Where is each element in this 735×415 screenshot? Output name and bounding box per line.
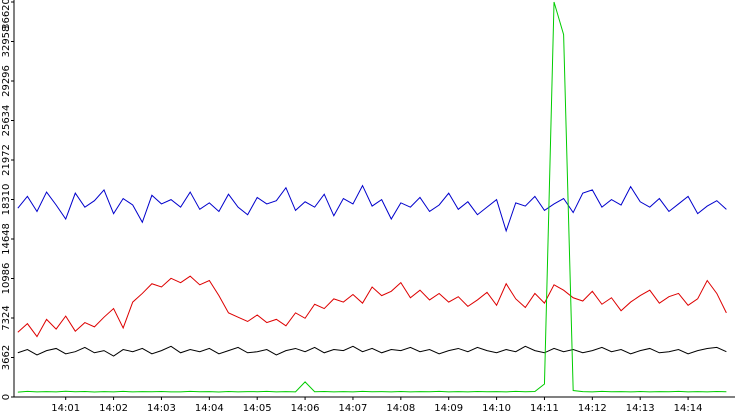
y-tick-label: 21972	[1, 144, 12, 176]
x-tick-label: 14:11	[530, 403, 559, 414]
x-tick-label: 14:12	[578, 403, 607, 414]
x-tick-label: 14:03	[147, 403, 176, 414]
y-tick-label: 36620	[1, 0, 12, 30]
x-tick-label: 14:10	[482, 403, 511, 414]
series-line	[17, 184, 727, 233]
x-tick-label: 14:13	[626, 403, 655, 414]
x-tick-label: 14:09	[434, 403, 463, 414]
series-line	[17, 345, 727, 357]
y-tick-label: 10986	[1, 263, 12, 295]
x-tick-label: 14:04	[195, 403, 224, 414]
y-tick-label: 3662	[1, 345, 12, 370]
y-tick-label: 7324	[1, 305, 12, 330]
series-line	[17, 1, 727, 393]
y-tick-label: 29296	[1, 65, 12, 97]
x-tick-label: 14:14	[674, 403, 703, 414]
x-tick-label: 14:02	[99, 403, 128, 414]
y-tick-label: 18310	[1, 184, 12, 216]
x-tick-label: 14:07	[339, 403, 368, 414]
x-tick-label: 14:08	[386, 403, 415, 414]
x-tick-label: 14:06	[291, 403, 320, 414]
y-tick-label: 14648	[1, 223, 12, 255]
y-tick-label: 25634	[1, 105, 12, 137]
y-tick-label: 0	[1, 394, 12, 400]
x-tick-label: 14:05	[243, 403, 272, 414]
y-tick-label: 32958	[1, 26, 12, 58]
series-line	[17, 275, 727, 338]
x-tick-label: 14:01	[51, 403, 80, 414]
